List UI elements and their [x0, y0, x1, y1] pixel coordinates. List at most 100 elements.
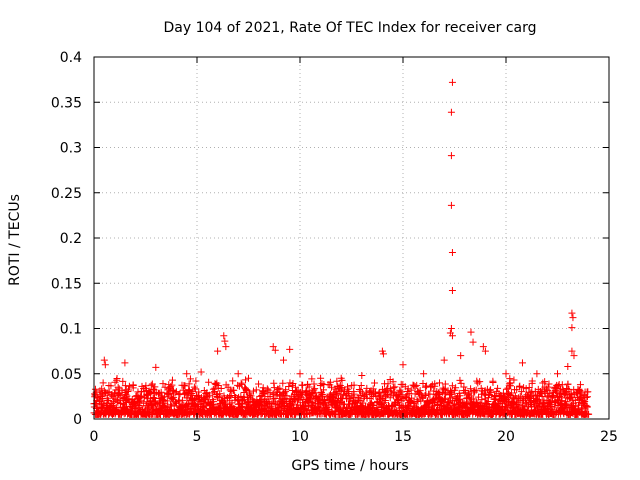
data-point	[452, 384, 460, 392]
data-point	[260, 389, 268, 397]
data-point	[405, 390, 413, 398]
data-point	[247, 392, 255, 400]
data-point	[492, 396, 500, 404]
y-tick-labels: 0 0.05 0.1 0.15 0.2 0.25 0.3 0.35 0.4	[51, 50, 82, 428]
data-point	[161, 393, 169, 401]
data-point	[147, 389, 155, 397]
data-point	[506, 382, 514, 390]
data-point	[390, 384, 398, 392]
data-point	[147, 381, 155, 389]
chart-title: Day 104 of 2021, Rate Of TEC Index for r…	[163, 20, 536, 36]
data-point	[514, 400, 522, 408]
data-point	[386, 394, 394, 402]
data-point	[270, 384, 278, 392]
data-point	[170, 393, 178, 401]
data-point	[516, 382, 524, 390]
data-point	[379, 350, 387, 358]
data-point	[286, 345, 294, 353]
y-tick-label: 0.4	[60, 50, 82, 66]
x-tick-label: 15	[394, 429, 412, 445]
data-point	[255, 380, 263, 388]
data-point	[371, 379, 379, 387]
data-point	[100, 356, 108, 364]
data-point	[585, 410, 593, 418]
data-point	[237, 379, 245, 387]
data-point	[280, 389, 288, 397]
data-point	[548, 402, 556, 410]
data-point	[494, 384, 502, 392]
data-point	[124, 387, 132, 395]
data-point	[217, 384, 225, 392]
data-point	[190, 383, 198, 391]
data-point	[399, 361, 407, 369]
data-point	[178, 396, 186, 404]
data-point	[171, 389, 179, 397]
data-point	[533, 370, 541, 378]
data-point	[317, 374, 325, 382]
data-point	[584, 388, 592, 396]
data-point	[382, 391, 390, 399]
data-point	[502, 385, 510, 393]
data-point	[302, 387, 310, 395]
data-point	[510, 376, 518, 384]
data-point	[280, 356, 288, 364]
data-point	[101, 361, 109, 369]
data-point	[576, 381, 584, 389]
data-point	[384, 380, 392, 388]
data-point	[467, 328, 475, 336]
plot-frame	[93, 56, 610, 420]
data-point	[296, 392, 304, 400]
data-point	[136, 393, 144, 401]
data-point	[119, 377, 127, 385]
data-point	[158, 392, 166, 400]
data-point	[486, 387, 494, 395]
data-point	[413, 381, 421, 389]
data-point	[402, 393, 410, 401]
data-point	[209, 389, 217, 397]
data-point	[538, 393, 546, 401]
data-point	[434, 389, 442, 397]
data-point	[109, 392, 117, 400]
data-point	[447, 152, 455, 160]
data-point	[456, 395, 464, 403]
data-point	[378, 402, 386, 410]
data-point	[581, 397, 589, 405]
data-point	[355, 396, 363, 404]
data-point	[447, 325, 455, 332]
data-point	[471, 388, 479, 396]
data-point	[242, 376, 250, 384]
data-point	[481, 347, 489, 355]
data-point	[311, 385, 319, 393]
data-point	[121, 359, 129, 367]
x-tick-labels: 0 5 10 15 20 25	[90, 429, 618, 445]
data-point	[129, 381, 137, 389]
data-point	[421, 392, 429, 400]
data-point	[318, 380, 326, 388]
data-point	[222, 343, 230, 351]
data-point	[299, 381, 307, 389]
data-point	[296, 370, 304, 378]
data-point	[220, 332, 228, 340]
data-point	[167, 383, 175, 391]
data-point	[502, 370, 510, 378]
data-point	[489, 378, 497, 386]
data-point	[391, 383, 399, 391]
data-point	[436, 379, 444, 387]
data-point	[448, 78, 456, 86]
data-point	[350, 381, 358, 389]
data-point	[234, 370, 242, 378]
data-point	[423, 382, 431, 390]
data-point	[515, 394, 523, 402]
data-point	[168, 376, 176, 384]
data-point	[276, 384, 284, 392]
data-point	[355, 385, 363, 393]
data-point	[447, 201, 455, 209]
data-point	[404, 385, 412, 393]
data-point	[326, 378, 334, 386]
data-point	[268, 399, 276, 407]
data-point	[522, 385, 530, 393]
data-point	[389, 378, 397, 386]
data-point	[393, 392, 401, 400]
data-point	[545, 380, 553, 388]
data-point	[99, 379, 107, 387]
